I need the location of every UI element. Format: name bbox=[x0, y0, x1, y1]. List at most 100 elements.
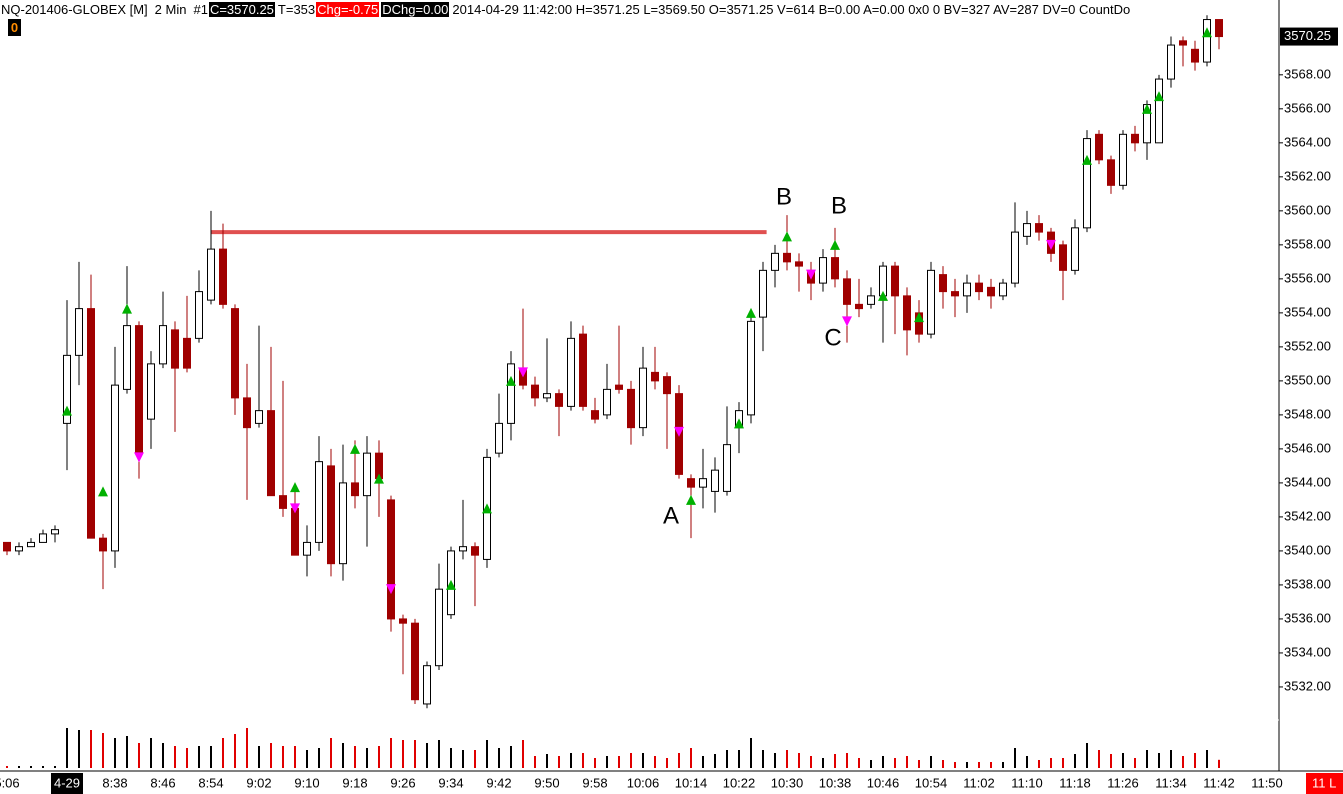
y-tick-label: 3532.00 bbox=[1284, 678, 1331, 693]
candle-body bbox=[651, 371, 659, 382]
chart-header: NQ-201406-GLOBEX [M] 2 Min #1 C=3570.25 T=35… bbox=[0, 1, 1136, 18]
candle-body bbox=[975, 282, 983, 293]
candle-body bbox=[543, 393, 551, 399]
candle-body bbox=[423, 665, 431, 705]
candle-body bbox=[87, 308, 95, 539]
candle-body bbox=[1119, 133, 1127, 186]
annotation: B bbox=[831, 192, 847, 219]
candle-body bbox=[327, 465, 335, 565]
candle-body bbox=[627, 388, 635, 429]
candle-body bbox=[99, 537, 107, 552]
x-tick-label: 9:58 bbox=[582, 775, 607, 790]
buy-signal bbox=[1202, 27, 1212, 38]
x-tick-label: 8:38 bbox=[102, 775, 127, 790]
candle-body bbox=[459, 546, 467, 552]
candle-body bbox=[207, 248, 215, 301]
buy-signal bbox=[446, 579, 456, 590]
buy-signal bbox=[1082, 154, 1092, 165]
x-tick-label: 11:26 bbox=[1107, 775, 1139, 790]
y-tick-label: 3534.00 bbox=[1284, 644, 1331, 659]
candle-body bbox=[75, 308, 83, 356]
candle-body bbox=[15, 546, 23, 552]
header-close: C=3570.25 bbox=[208, 2, 275, 17]
buy-signal bbox=[878, 290, 888, 301]
candle-body bbox=[771, 252, 779, 271]
header-symbol: NQ-201406-GLOBEX [M] bbox=[1, 2, 148, 17]
x-tick-label: 10:38 bbox=[819, 775, 852, 790]
candle-body bbox=[891, 265, 899, 297]
candle-body bbox=[3, 541, 11, 552]
candle-body bbox=[999, 282, 1007, 297]
y-tick-label: 3538.00 bbox=[1284, 576, 1331, 591]
candle-body bbox=[27, 541, 35, 548]
y-tick-label: 3560.00 bbox=[1284, 202, 1331, 217]
x-tick-label: 10:30 bbox=[771, 775, 804, 790]
sell-signal bbox=[134, 452, 144, 463]
buy-signal bbox=[482, 503, 492, 514]
candle-body bbox=[687, 478, 695, 488]
candle-body bbox=[171, 329, 179, 369]
candle-body bbox=[903, 295, 911, 331]
candle-body bbox=[219, 248, 227, 305]
candle-body bbox=[1179, 40, 1187, 46]
header-change: Chg=-0.75 bbox=[316, 2, 380, 17]
candle-body bbox=[1071, 227, 1079, 271]
candle-body bbox=[135, 325, 143, 454]
candle-body bbox=[183, 337, 191, 369]
x-tick-label: 9:02 bbox=[246, 775, 271, 790]
x-tick-label: 11:42 bbox=[1203, 775, 1235, 790]
y-tick-label: 3544.00 bbox=[1284, 474, 1331, 489]
x-tick-label: 9:34 bbox=[438, 775, 463, 790]
candle-body bbox=[291, 507, 299, 556]
candle-body bbox=[303, 541, 311, 556]
candle-body bbox=[831, 257, 839, 280]
candle-body bbox=[1035, 223, 1043, 233]
candle-body bbox=[663, 376, 671, 395]
x-tick-label: 8:54 bbox=[198, 775, 223, 790]
y-tick-label: 3552.00 bbox=[1284, 338, 1331, 353]
last-price-tag bbox=[1280, 27, 1338, 46]
x-tick-label: 11:10 bbox=[1011, 775, 1043, 790]
y-tick-label: 3554.00 bbox=[1284, 304, 1331, 319]
sell-signal bbox=[1046, 239, 1056, 250]
candle-body bbox=[603, 388, 611, 416]
y-tick-label: 3556.00 bbox=[1284, 270, 1331, 285]
candle-body bbox=[1215, 19, 1223, 38]
x-tick-label: 10:46 bbox=[867, 775, 900, 790]
candle-body bbox=[699, 478, 707, 488]
candle-body bbox=[1059, 244, 1067, 271]
header-interval: 2 Min bbox=[154, 2, 187, 17]
candle-body bbox=[591, 410, 599, 420]
buy-signal bbox=[686, 494, 696, 505]
sell-signal bbox=[386, 584, 396, 595]
x-tick-label: 11:34 bbox=[1155, 775, 1187, 790]
x-tick-label: 9:42 bbox=[486, 775, 511, 790]
buy-signal bbox=[350, 443, 360, 454]
x-tick-label: 5:06 bbox=[0, 775, 20, 790]
buy-signal bbox=[62, 405, 72, 416]
header-number: #1 bbox=[193, 2, 208, 17]
x-tick-label: 10:06 bbox=[627, 775, 660, 790]
y-tick-label: 3540.00 bbox=[1284, 542, 1331, 557]
candle-body bbox=[855, 303, 863, 310]
x-tick-label: 9:26 bbox=[390, 775, 415, 790]
candle-body bbox=[987, 286, 995, 297]
x-tick-label: 11:02 bbox=[963, 775, 995, 790]
buy-signal bbox=[782, 231, 792, 242]
x-tick-label: 9:18 bbox=[342, 775, 367, 790]
candle-body bbox=[255, 410, 263, 424]
indicator-badge: 0 bbox=[8, 19, 21, 36]
y-tick-label: 3550.00 bbox=[1284, 372, 1331, 387]
header-stats: 2014-04-29 11:42:00 H=3571.25 L=3569.50 … bbox=[452, 2, 1131, 17]
buy-signal bbox=[1142, 103, 1152, 114]
candle-body bbox=[1083, 138, 1091, 229]
buy-signal bbox=[506, 375, 516, 386]
candle-body bbox=[843, 278, 851, 305]
annotation: B bbox=[776, 183, 792, 210]
buy-signal bbox=[746, 307, 756, 318]
candle-body bbox=[555, 393, 563, 407]
corner-badge-bg bbox=[1306, 773, 1343, 794]
buy-signal bbox=[830, 239, 840, 250]
sell-signal bbox=[290, 503, 300, 514]
